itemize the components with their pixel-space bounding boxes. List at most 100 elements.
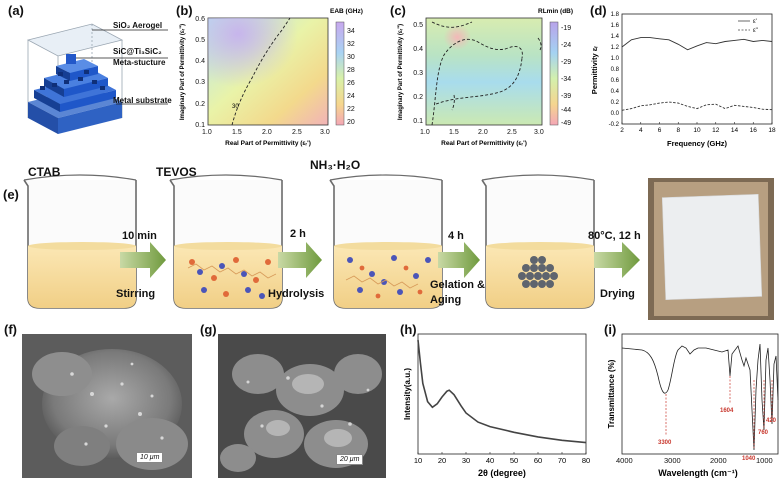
i-ylabel: Transmittance (%) <box>607 359 616 428</box>
c-cbar-tick-1: -19 <box>561 25 571 32</box>
b-ytick-3: 0.3 <box>195 79 205 86</box>
panel-b: (b) 30 1.0 1.5 2.0 2 <box>172 0 372 150</box>
ftir-spectrum <box>621 343 779 451</box>
label-meta: Meta-stucture <box>113 58 166 67</box>
sem-image-f <box>22 334 192 478</box>
peak-1040: 1040 <box>742 456 756 462</box>
h-xtick-6: 60 <box>534 456 542 465</box>
peak-420: 420 <box>766 418 777 424</box>
c-cbar-tick-5: -39 <box>561 93 571 100</box>
peak-760: 760 <box>758 430 769 436</box>
d-xtick-4: 8 <box>676 127 680 134</box>
c-cbar-tick-4: -34 <box>561 76 571 83</box>
b-colorbar <box>335 21 345 126</box>
c-colorbar <box>549 21 559 126</box>
label-aerogel: SiO₂ Aerogel <box>113 21 163 30</box>
panel-g: (g) 20 μm <box>200 320 396 479</box>
b-xtick-3: 2.0 <box>262 129 272 136</box>
d-xtick-1: 2 <box>620 127 624 134</box>
c-yticks: 0.1 0.2 0.3 0.4 0.5 <box>413 22 423 125</box>
reagent-nh3: NH₃·H₂O <box>310 158 361 172</box>
d-xtick-6: 12 <box>712 127 720 134</box>
beaker-3 <box>329 174 443 309</box>
b-xtick-2: 1.5 <box>232 129 242 136</box>
rl-contours <box>431 21 542 126</box>
panel-b-label: (b) <box>176 3 193 18</box>
i-xtick-3: 2000 <box>710 456 727 465</box>
rlmin-heatmap: 1.0 1.5 2.0 2.5 3.0 0.1 0.2 0.3 0.4 0.5 … <box>398 8 573 147</box>
b-ytick-6: 0.6 <box>195 16 205 23</box>
step4-action: Drying <box>600 288 635 300</box>
c-xtick-4: 2.5 <box>507 129 517 136</box>
b-cbar-tick-4: 28 <box>347 67 355 74</box>
step3-action: Gelation & Aging <box>430 279 486 306</box>
label-sic: SiC@Ti₃SiC₂ <box>113 47 162 56</box>
scalebar-g: 20 μm <box>336 454 364 465</box>
h-xtick-1: 10 <box>414 456 422 465</box>
d-legend-2: ε" <box>753 28 758 34</box>
gel-cluster <box>518 256 558 288</box>
tevos-molecules <box>187 257 277 299</box>
b-xlabel: Real Part of Permittivity (εᵣ') <box>225 140 311 147</box>
panel-e-label: (e) <box>3 187 19 202</box>
h-xtick-7: 70 <box>558 456 566 465</box>
meta-structure <box>34 54 116 112</box>
c-cbar-ticks: -19 -24 -29 -34 -39 -44 -49 <box>561 25 571 127</box>
i-xticks: 4000 3000 2000 1000 <box>616 456 773 465</box>
b-ytick-2: 0.2 <box>195 101 205 108</box>
b-xticks: 1.0 1.5 2.0 2.5 3.0 <box>202 129 330 136</box>
eab-heatmap: 30 1.0 1.5 2.0 2.5 3.0 0.1 0.2 0.3 0.4 0… <box>180 8 363 147</box>
d-ytick-7: 1.0 <box>611 56 620 62</box>
peak-1604: 1604 <box>720 408 734 414</box>
i-xtick-2: 3000 <box>664 456 681 465</box>
b-cbar-tick-3: 30 <box>347 54 355 61</box>
c-cbar-tick-7: -49 <box>561 120 571 127</box>
leader-lines <box>76 29 168 105</box>
d-xtick-7: 14 <box>731 127 739 134</box>
panel-d: (d) 2 4 6 8 10 12 14 16 18 -0.2 0.0 0.2 0.4 0.6 0.8 1.0… <box>588 0 780 150</box>
process-arrows <box>120 242 640 278</box>
ftir-chart: 3300 1604 1040 760 420 4000 3000 2000 10… <box>607 333 779 478</box>
b-ytick-5: 0.5 <box>195 37 205 44</box>
peak-3300: 3300 <box>658 440 672 446</box>
h-xtick-3: 30 <box>462 456 470 465</box>
d-xtick-8: 16 <box>750 127 758 134</box>
scalebar-f: 10 μm <box>136 452 164 463</box>
h-xtick-2: 20 <box>438 456 446 465</box>
c-ylabel: Imaginary Part of Permittivity (εᵣ") <box>398 24 404 120</box>
reagent-ctab: CTAB <box>28 165 61 179</box>
step3-time: 4 h <box>448 230 464 242</box>
b-xtick-5: 3.0 <box>320 129 330 136</box>
d-ytick-4: 0.4 <box>611 89 620 95</box>
c-ytick-1: 0.1 <box>413 118 423 125</box>
b-ylabel: Imaginary Part of Permittivity (εᵣ") <box>180 24 186 120</box>
arrow-2 <box>278 242 322 278</box>
d-ytick-2: 0.0 <box>611 111 620 117</box>
beaker-2 <box>169 174 283 309</box>
b-cbar-tick-5: 26 <box>347 80 355 87</box>
panel-a-label: (a) <box>8 3 24 18</box>
b-ytick-1: 0.1 <box>195 122 205 129</box>
i-xtick-1: 4000 <box>616 456 633 465</box>
d-ytick-8: 1.2 <box>611 45 620 51</box>
d-ytick-1: -0.2 <box>609 122 620 128</box>
panel-i: (i) 3300 1604 1040 760 420 4000 3000 200… <box>592 320 780 479</box>
synthesis-flow <box>23 174 774 320</box>
panel-c-label: (c) <box>390 3 406 18</box>
c-xticks: 1.0 1.5 2.0 2.5 3.0 <box>420 129 544 136</box>
d-xlabel: Frequency (GHz) <box>667 139 728 148</box>
d-xtick-3: 6 <box>658 127 662 134</box>
c-xlabel: Real Part of Permittivity (εᵣ') <box>441 140 527 147</box>
c-ytick-5: 0.5 <box>413 22 423 29</box>
b-cbar-tick-7: 22 <box>347 106 355 113</box>
d-ylabel: Permittivity εᵣ <box>590 46 599 94</box>
label-substrate: Metal substrate <box>113 96 172 105</box>
b-cbar-tick-6: 24 <box>347 93 355 100</box>
d-ytick-10: 1.6 <box>611 23 620 29</box>
peak-labels: 3300 1604 1040 760 420 <box>658 408 777 462</box>
step1-time: 10 min <box>122 230 157 242</box>
h-xtick-4: 40 <box>486 456 494 465</box>
b-xtick-4: 2.5 <box>292 129 302 136</box>
i-xlabel: Wavelength (cm⁻¹) <box>658 468 737 478</box>
xrd-pattern-line <box>417 339 587 444</box>
